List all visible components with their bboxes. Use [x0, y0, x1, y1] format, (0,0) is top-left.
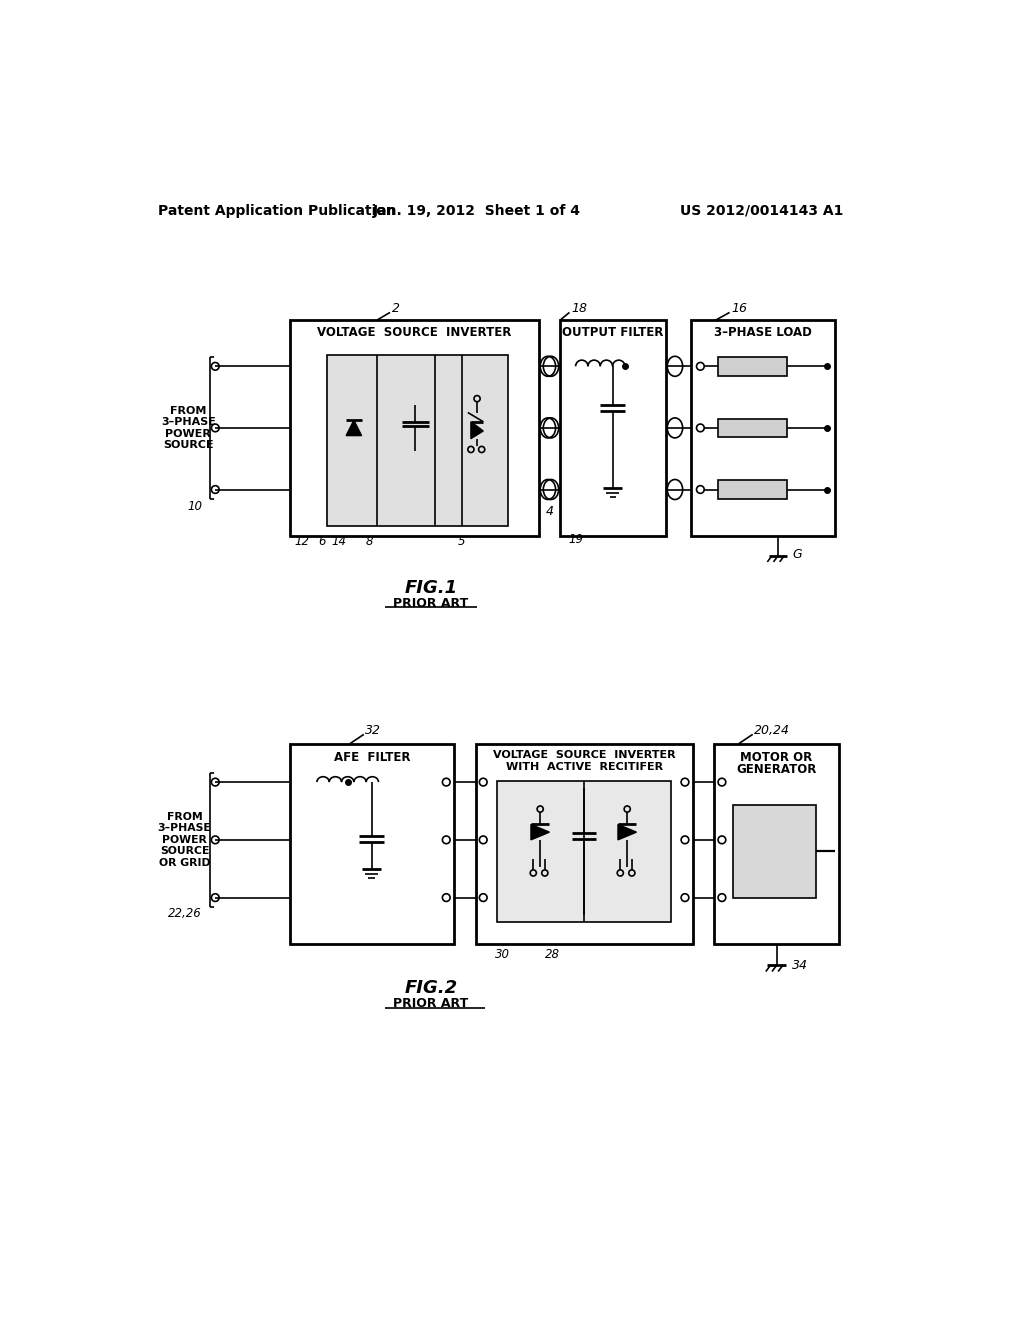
Text: FIG.1: FIG.1 — [404, 579, 458, 597]
Bar — [497, 780, 671, 923]
Polygon shape — [471, 422, 483, 438]
Bar — [290, 743, 454, 944]
Bar — [733, 805, 816, 898]
Text: 6: 6 — [317, 536, 326, 548]
Bar — [327, 355, 508, 527]
Bar — [718, 418, 787, 437]
Text: 12: 12 — [294, 536, 309, 548]
Bar — [290, 321, 539, 536]
Bar — [475, 743, 692, 944]
Text: Jan. 19, 2012  Sheet 1 of 4: Jan. 19, 2012 Sheet 1 of 4 — [373, 203, 581, 218]
Text: PRIOR ART: PRIOR ART — [393, 597, 469, 610]
Text: 4: 4 — [546, 504, 554, 517]
Text: 22,26: 22,26 — [168, 907, 202, 920]
Polygon shape — [346, 420, 361, 436]
Text: 34: 34 — [792, 958, 808, 972]
Text: FROM
3–PHASE
POWER
SOURCE: FROM 3–PHASE POWER SOURCE — [161, 405, 216, 450]
Text: VOLTAGE  SOURCE  INVERTER: VOLTAGE SOURCE INVERTER — [493, 750, 676, 760]
Bar — [718, 358, 787, 376]
Text: OUTPUT FILTER: OUTPUT FILTER — [562, 326, 664, 339]
Text: FROM
3–PHASE
POWER
SOURCE
OR GRID: FROM 3–PHASE POWER SOURCE OR GRID — [158, 812, 211, 869]
Text: WITH  ACTIVE  RECITIFER: WITH ACTIVE RECITIFER — [506, 762, 663, 772]
Polygon shape — [531, 825, 550, 840]
Bar — [560, 321, 666, 536]
Text: Patent Application Publication: Patent Application Publication — [158, 203, 395, 218]
Text: 3–PHASE LOAD: 3–PHASE LOAD — [714, 326, 812, 339]
Text: PRIOR ART: PRIOR ART — [393, 998, 469, 1010]
Text: 30: 30 — [495, 948, 510, 961]
Text: FIG.2: FIG.2 — [404, 979, 458, 998]
Text: 32: 32 — [366, 723, 381, 737]
Text: AFE  FILTER: AFE FILTER — [334, 751, 411, 764]
Text: G: G — [792, 548, 802, 561]
Text: 19: 19 — [568, 533, 583, 546]
Bar — [714, 743, 839, 944]
Bar — [718, 480, 787, 499]
Text: VOLTAGE  SOURCE  INVERTER: VOLTAGE SOURCE INVERTER — [317, 326, 512, 339]
Text: 10: 10 — [187, 500, 202, 513]
Text: 14: 14 — [331, 536, 346, 548]
Text: 28: 28 — [545, 948, 560, 961]
Text: 5: 5 — [458, 536, 466, 548]
Text: 20,24: 20,24 — [755, 723, 791, 737]
Text: 18: 18 — [571, 302, 587, 315]
Text: 16: 16 — [731, 302, 748, 315]
Text: 8: 8 — [366, 536, 373, 548]
Text: GENERATOR: GENERATOR — [736, 763, 817, 776]
Bar — [691, 321, 836, 536]
Text: 2: 2 — [392, 302, 400, 315]
Polygon shape — [617, 825, 637, 840]
Text: US 2012/0014143 A1: US 2012/0014143 A1 — [680, 203, 844, 218]
Text: MOTOR OR: MOTOR OR — [740, 751, 813, 764]
